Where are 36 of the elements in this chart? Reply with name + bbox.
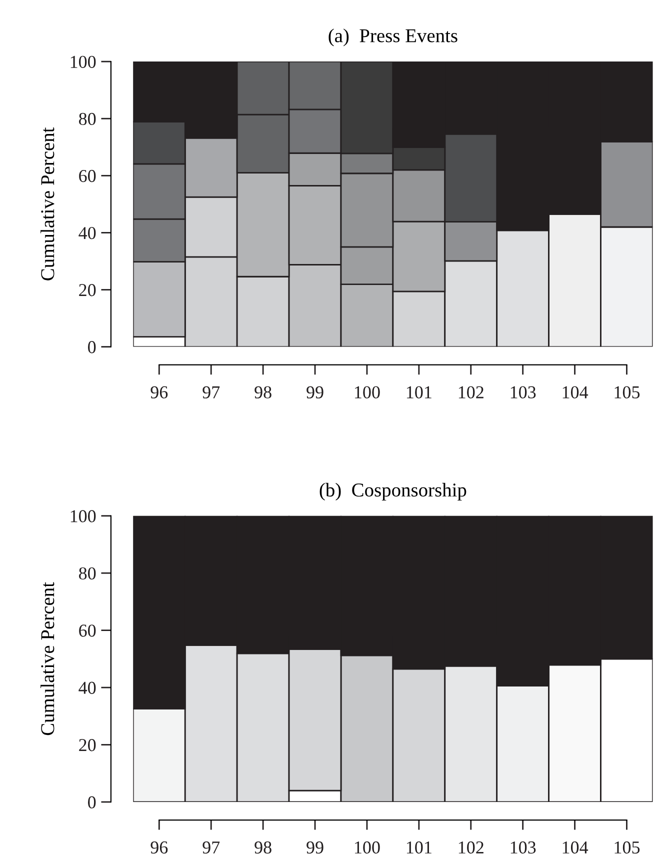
y-tick-label: 20 <box>79 284 96 296</box>
x-tick-label: 101 <box>406 386 432 398</box>
chart-title: (a) Press Events <box>328 28 458 46</box>
y-tick-label: 60 <box>79 624 96 637</box>
y-tick-label: 60 <box>79 170 96 182</box>
x-tick-label: 97 <box>202 386 220 398</box>
y-tick-label: 0 <box>88 796 96 808</box>
y-axis-title: Cumulative Percent <box>40 127 54 280</box>
x-tick-label: 98 <box>254 841 272 854</box>
x-tick-label: 101 <box>406 841 432 854</box>
x-tick-label: 105 <box>614 386 640 398</box>
x-tick-label: 100 <box>355 386 380 398</box>
x-tick-label: 102 <box>458 386 484 398</box>
y-tick-label: 20 <box>79 739 96 752</box>
x-tick-label: 105 <box>614 841 640 854</box>
x-tick-label: 103 <box>510 386 536 398</box>
x-tick-label: 103 <box>510 841 536 854</box>
x-tick-label: 96 <box>150 841 168 854</box>
x-tick-label: 97 <box>202 841 220 854</box>
y-tick-label: 100 <box>70 56 96 68</box>
x-tick-label: 99 <box>306 841 324 854</box>
y-tick-label: 40 <box>78 682 96 694</box>
y-tick-label: 100 <box>70 510 96 522</box>
x-tick-label: 99 <box>306 386 324 398</box>
y-axis-title: Cumulative Percent <box>40 582 54 736</box>
x-tick-label: 104 <box>562 841 588 854</box>
y-tick-label: 80 <box>78 567 96 580</box>
x-tick-label: 98 <box>254 386 272 398</box>
x-tick-label: 104 <box>562 386 588 398</box>
x-tick-label: 96 <box>150 386 168 398</box>
y-tick-label: 80 <box>78 112 96 126</box>
y-tick-label: 0 <box>88 341 96 354</box>
x-tick-label: 100 <box>355 841 380 854</box>
y-tick-label: 40 <box>78 226 96 240</box>
x-tick-label: 102 <box>458 841 484 854</box>
chart-title: (b) Cosponsorship <box>320 482 466 501</box>
